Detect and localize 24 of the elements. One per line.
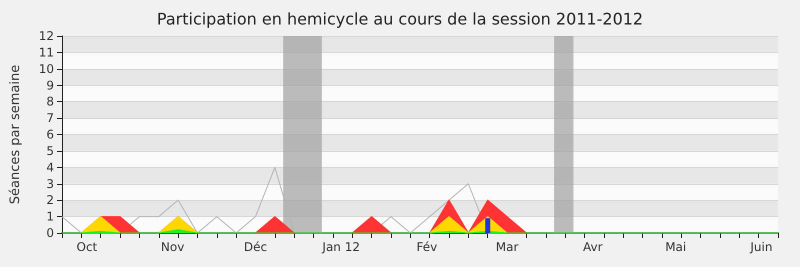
x-tick-label: Nov: [160, 240, 184, 254]
y-tick-label: 1: [46, 210, 54, 224]
y-tick-label: 0: [46, 226, 54, 240]
y-tick-label: 2: [46, 193, 54, 208]
x-tick-label: Juin: [749, 240, 772, 254]
x-tick-label: Jan 12: [321, 240, 360, 254]
y-tick-label: 5: [46, 144, 54, 158]
y-tick-label: 7: [46, 111, 54, 126]
x-tick-label: Fév: [416, 240, 438, 254]
y-tick-label: 3: [46, 176, 54, 191]
x-tick-label: Mar: [496, 240, 518, 254]
y-tick-label: 4: [46, 160, 54, 174]
x-tick-label: Avr: [583, 240, 603, 254]
x-tick-label: Mai: [665, 240, 686, 254]
y-tick-label: 6: [46, 128, 54, 142]
y-tick-label: 9: [46, 78, 54, 92]
y-tick-label: 8: [46, 94, 54, 109]
x-tick-label: Déc: [244, 240, 268, 254]
y-tick-label: 11: [38, 45, 54, 60]
y-tick-label: 10: [38, 62, 54, 76]
chart-title: Participation en hemicycle au cours de la session 2011-2012: [156, 10, 644, 28]
y-tick-label: 12: [38, 29, 54, 43]
y-axis-title: Séances par semaine: [8, 64, 23, 204]
x-tick-label: Oct: [76, 240, 98, 254]
